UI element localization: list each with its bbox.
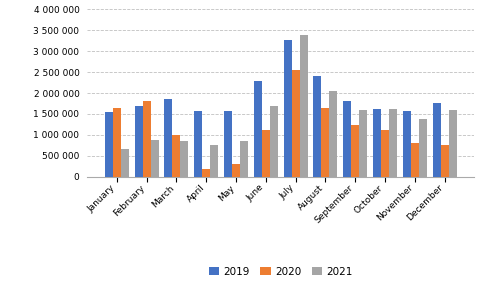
Bar [151,140,159,177]
Bar [121,149,129,177]
Bar [105,112,113,177]
Bar [135,106,143,177]
Legend: 2019, 2020, 2021: 2019, 2020, 2021 [205,263,357,281]
Bar [433,103,440,177]
Bar [210,145,218,177]
Bar [449,110,457,177]
Bar [359,110,367,177]
Bar [232,164,240,177]
Bar [321,108,330,177]
Bar [224,111,232,177]
Bar [419,119,427,177]
Bar [313,76,321,177]
Bar [143,101,151,177]
Bar [113,108,121,177]
Bar [284,40,291,177]
Bar [403,112,411,177]
Bar [172,135,181,177]
Bar [254,81,262,177]
Bar [381,130,389,177]
Bar [165,99,172,177]
Bar [330,91,337,177]
Bar [181,141,188,177]
Bar [262,130,270,177]
Bar [440,145,449,177]
Bar [389,109,397,177]
Bar [343,101,351,177]
Bar [194,111,202,177]
Bar [411,143,419,177]
Bar [240,141,248,177]
Bar [351,125,359,177]
Bar [202,169,210,177]
Bar [300,35,308,177]
Bar [270,106,278,177]
Bar [373,109,381,177]
Bar [291,70,300,177]
